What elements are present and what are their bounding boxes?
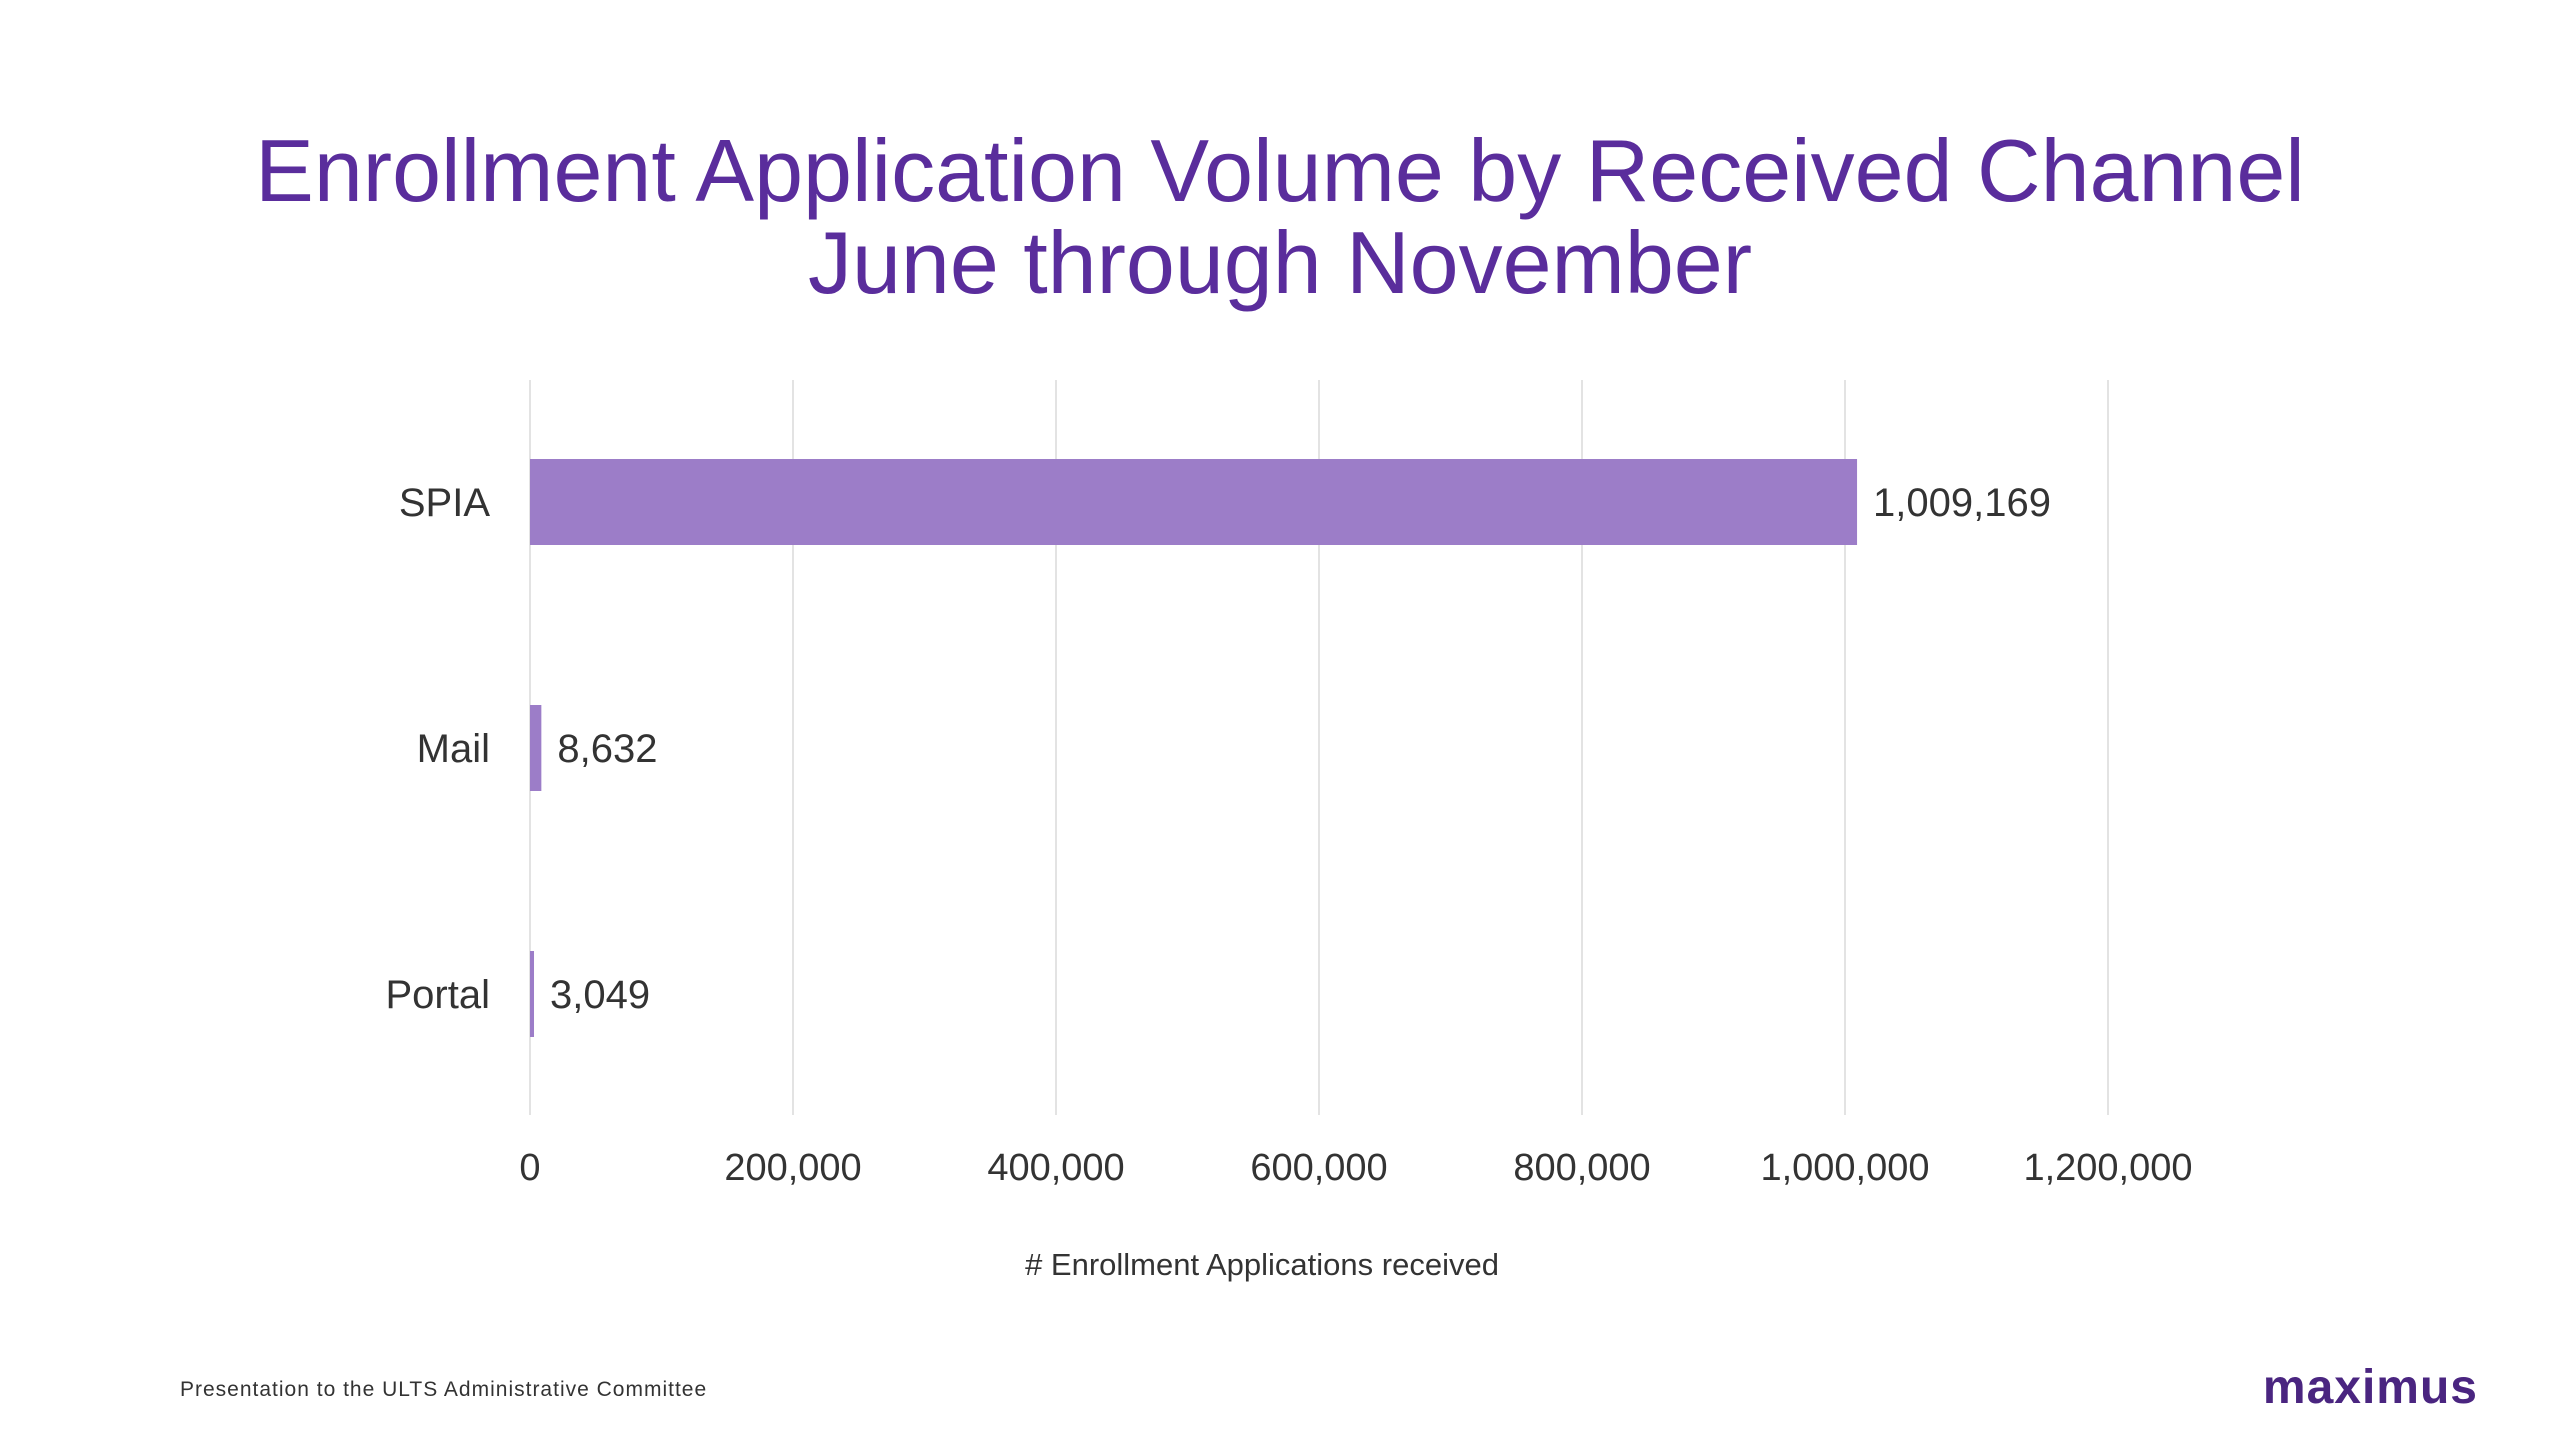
labels: 0 200,000 400,000 600,000 800,000 1,000,000 1,… xyxy=(386,481,2193,1189)
x-tick-label: 800,000 xyxy=(1513,1147,1650,1189)
data-label: 3,049 xyxy=(550,973,650,1017)
x-tick-label: 0 xyxy=(519,1147,540,1189)
chart-title: Enrollment Application Volume by Receive… xyxy=(255,121,2305,220)
chart-title-block: Enrollment Application Volume by Receive… xyxy=(0,125,2560,309)
bar-spia xyxy=(530,459,1858,545)
category-label: Mail xyxy=(417,727,490,771)
bar-chart: 0 200,000 400,000 600,000 800,000 1,000,000 1,… xyxy=(386,380,2193,1282)
x-tick-label: 600,000 xyxy=(1250,1147,1387,1189)
x-tick-label: 400,000 xyxy=(987,1147,1124,1189)
bar-mail xyxy=(530,705,542,791)
maximus-logo: maximus xyxy=(2262,1361,2478,1414)
bars xyxy=(530,459,1858,1037)
bar-portal xyxy=(530,951,535,1037)
footer-note: Presentation to the ULTS Administrative … xyxy=(180,1378,708,1401)
category-label: SPIA xyxy=(399,481,490,525)
data-label: 1,009,169 xyxy=(1873,481,2051,525)
chart-subtitle: June through November xyxy=(807,213,1753,312)
x-axis-label: # Enrollment Applications received xyxy=(1025,1247,1499,1282)
x-tick-label: 1,200,000 xyxy=(2023,1147,2192,1189)
data-label: 8,632 xyxy=(557,727,657,771)
category-label: Portal xyxy=(386,973,491,1017)
x-tick-label: 200,000 xyxy=(724,1147,861,1189)
x-tick-label: 1,000,000 xyxy=(1760,1147,1929,1189)
